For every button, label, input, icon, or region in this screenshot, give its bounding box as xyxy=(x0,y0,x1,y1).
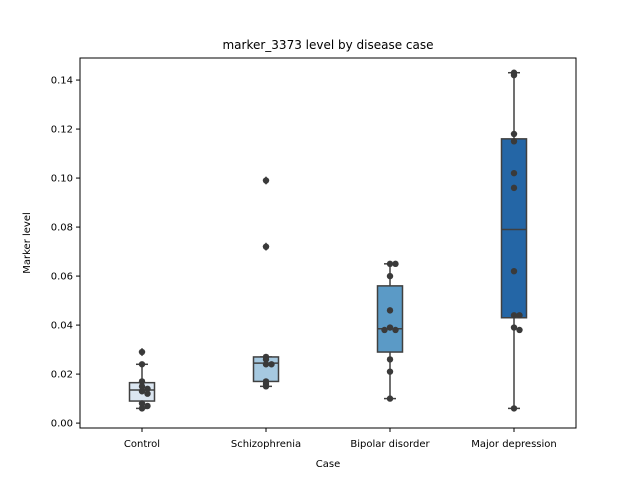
data-point xyxy=(386,324,394,331)
data-point xyxy=(516,312,523,319)
data-point xyxy=(262,383,270,390)
data-point xyxy=(138,361,146,368)
y-tick-label: 0.10 xyxy=(51,174,73,185)
data-point xyxy=(138,378,146,385)
data-point xyxy=(138,388,146,395)
data-point xyxy=(386,307,394,314)
box-iqr xyxy=(500,138,528,319)
data-point xyxy=(510,405,518,412)
data-point xyxy=(510,267,518,275)
data-point xyxy=(386,356,394,363)
data-point xyxy=(510,312,518,319)
data-point xyxy=(392,260,399,268)
data-point xyxy=(386,272,394,280)
y-axis-title: Marker level xyxy=(22,212,33,274)
x-tick-label: Major depression xyxy=(471,439,557,450)
plot-area: 0.00 0.02 0.04 0.06 0.08 0.10 0.12 0.14 Control S… xyxy=(51,69,557,450)
x-tick-label: Bipolar disorder xyxy=(350,439,430,450)
x-axis-title: Case xyxy=(316,459,340,470)
x-tick-label: Schizophrenia xyxy=(231,439,301,450)
data-point xyxy=(138,405,146,412)
data-point xyxy=(262,243,270,250)
y-tick-label: 0.12 xyxy=(51,125,73,136)
data-point xyxy=(262,361,270,368)
data-point xyxy=(510,130,518,138)
data-point xyxy=(262,177,270,184)
y-tick-label: 0.04 xyxy=(51,321,73,332)
box-iqr xyxy=(376,285,404,353)
data-point xyxy=(262,356,270,363)
data-point xyxy=(516,326,523,334)
y-tick-label: 0.14 xyxy=(51,76,73,87)
data-point xyxy=(386,368,394,375)
data-point xyxy=(144,385,151,392)
y-tick-label: 0.00 xyxy=(51,419,73,430)
y-tick-label: 0.06 xyxy=(51,272,73,283)
data-point xyxy=(138,383,146,390)
y-tick-label: 0.08 xyxy=(51,223,73,234)
data-point xyxy=(392,326,399,334)
data-point xyxy=(268,361,275,368)
x-tick-label: Control xyxy=(124,439,160,450)
data-point xyxy=(381,326,388,334)
data-point xyxy=(144,390,151,397)
data-point xyxy=(138,348,146,356)
data-point xyxy=(510,138,518,145)
data-point xyxy=(144,402,151,410)
data-point xyxy=(386,395,394,402)
y-tick-label: 0.02 xyxy=(51,370,73,381)
data-point xyxy=(510,71,518,79)
data-point xyxy=(386,260,394,268)
data-point xyxy=(138,400,146,407)
data-point xyxy=(510,184,518,192)
chart-title: marker_3373 level by disease case xyxy=(222,38,433,52)
plot-frame xyxy=(79,57,577,429)
data-point xyxy=(510,169,518,177)
data-point xyxy=(510,324,518,331)
